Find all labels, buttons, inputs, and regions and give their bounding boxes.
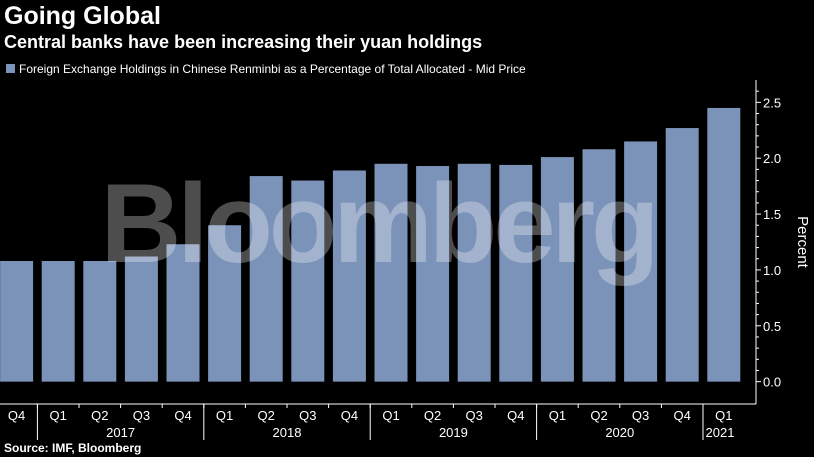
x-tick-label: Q3 [133,408,150,423]
bar [208,225,242,382]
x-tick-label: Q1 [382,408,399,423]
bar [374,163,408,382]
year-label: 2021 [706,425,735,440]
x-tick-label: Q3 [632,408,649,423]
x-tick-label: Q1 [50,408,67,423]
bar [582,149,616,382]
bar [707,107,741,382]
legend-label: Foreign Exchange Holdings in Chinese Ren… [19,62,526,76]
x-tick-label: Q4 [174,408,191,423]
bar [249,176,283,382]
legend: Foreign Exchange Holdings in Chinese Ren… [6,62,526,76]
x-tick-label: Q4 [341,408,358,423]
y-tick-label: 2.0 [763,151,781,166]
x-tick-label: Q3 [299,408,316,423]
bar [332,170,366,382]
x-tick-label: Q2 [590,408,607,423]
source-note: Source: IMF, Bloomberg [4,441,142,455]
x-tick-label: Q1 [715,408,732,423]
legend-swatch [6,64,15,73]
bar [540,157,574,382]
bar [41,260,75,382]
x-tick-label: Q2 [91,408,108,423]
x-tick-label: Q3 [466,408,483,423]
y-tick-label: 1.0 [763,263,781,278]
year-label: 2017 [106,425,135,440]
bar [624,141,658,382]
bar [83,260,117,382]
x-tick-label: Q4 [674,408,691,423]
year-label: 2020 [605,425,634,440]
bar [0,260,34,382]
chart-subtitle: Central banks have been increasing their… [4,32,483,52]
bar [457,163,491,382]
bloomberg-watermark: Bloomberg [100,161,655,286]
bar [416,166,450,382]
x-tick-label: Q2 [258,408,275,423]
bar [166,244,200,382]
y-tick-label: 0.5 [763,319,781,334]
y-tick-label: 1.5 [763,207,781,222]
y-axis-label: Percent [794,216,811,269]
bar [665,128,699,382]
x-tick-label: Q2 [424,408,441,423]
chart-title: Going Global [4,2,161,30]
y-tick-label: 2.5 [763,95,781,110]
x-tick-label: Q4 [8,408,25,423]
bar [124,256,158,382]
year-label: 2018 [273,425,302,440]
x-tick-label: Q1 [216,408,233,423]
bar [291,180,325,382]
y-tick-label: 0.0 [763,375,781,390]
x-tick-label: Q1 [549,408,566,423]
year-label: 2019 [439,425,468,440]
bar [499,164,533,382]
x-tick-label: Q4 [507,408,524,423]
